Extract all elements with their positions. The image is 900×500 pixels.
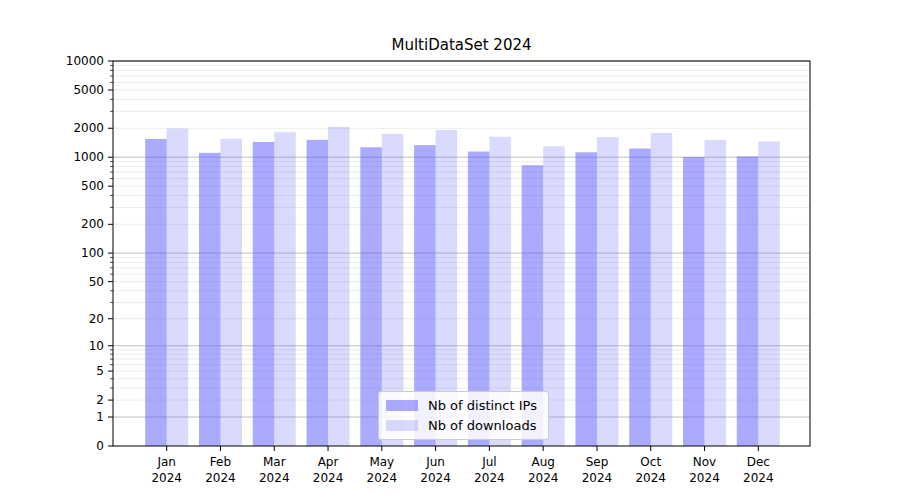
bar-downloads-feb (220, 139, 242, 446)
y-tick-label: 5000 (73, 83, 104, 97)
y-tick-label: 0 (96, 439, 104, 453)
legend-entry-distinct-ips: Nb of distinct IPs (386, 397, 537, 414)
x-tick-label-month: Oct (640, 455, 661, 469)
x-tick-label-month: Mar (263, 455, 286, 469)
x-tick-label-month: Jul (481, 455, 496, 469)
x-tick-label-year: 2024 (313, 471, 344, 485)
y-tick-label: 2 (96, 393, 104, 407)
bar-downloads-mar (274, 132, 296, 446)
bar-downloads-apr (328, 127, 350, 446)
y-tick-label: 100 (81, 246, 104, 260)
bar-distinct-ips-oct (629, 149, 651, 446)
x-tick-label-year: 2024 (582, 471, 613, 485)
legend: Nb of distinct IPs Nb of downloads (378, 391, 549, 440)
y-tick-label: 20 (89, 312, 104, 326)
bar-distinct-ips-sep (575, 152, 597, 446)
y-tick-label: 5 (96, 364, 104, 378)
x-tick-label-year: 2024 (367, 471, 398, 485)
x-tick-label-year: 2024 (528, 471, 559, 485)
x-tick-label-year: 2024 (635, 471, 666, 485)
x-tick-label-month: Apr (318, 455, 339, 469)
bar-distinct-ips-apr (307, 140, 329, 446)
bar-distinct-ips-mar (253, 142, 275, 446)
x-tick-label-month: Feb (210, 455, 231, 469)
y-tick-label: 2000 (73, 121, 104, 135)
y-tick-label: 1 (96, 410, 104, 424)
x-tick-label-year: 2024 (474, 471, 505, 485)
x-tick-label-month: Dec (747, 455, 770, 469)
bar-distinct-ips-feb (199, 153, 221, 446)
x-tick-label-month: Sep (586, 455, 609, 469)
legend-swatch-downloads (386, 420, 418, 431)
x-tick-label-month: Aug (531, 455, 554, 469)
bar-distinct-ips-dec (737, 156, 759, 446)
x-tick-label-month: Nov (693, 455, 716, 469)
x-tick-label-year: 2024 (205, 471, 236, 485)
bar-downloads-sep (597, 137, 619, 446)
legend-label-downloads: Nb of downloads (428, 417, 536, 434)
legend-swatch-distinct-ips (386, 400, 418, 411)
bar-downloads-jan (167, 129, 189, 446)
y-tick-label: 500 (81, 179, 104, 193)
legend-entry-downloads: Nb of downloads (386, 417, 537, 434)
x-tick-label-year: 2024 (689, 471, 720, 485)
y-tick-label: 200 (81, 217, 104, 231)
bar-distinct-ips-jan (145, 139, 167, 446)
bar-downloads-oct (651, 133, 673, 446)
legend-label-distinct-ips: Nb of distinct IPs (428, 397, 537, 414)
x-tick-label-month: May (369, 455, 394, 469)
y-tick-label: 10000 (66, 54, 104, 68)
y-tick-label: 1000 (73, 150, 104, 164)
x-tick-label-year: 2024 (151, 471, 182, 485)
bar-distinct-ips-nov (683, 157, 705, 446)
chart-figure: MultiDataSet 2024 0125102050100200500100… (0, 0, 900, 500)
x-tick-label-month: Jan (156, 455, 176, 469)
bar-downloads-dec (758, 141, 780, 446)
x-tick-label-year: 2024 (259, 471, 290, 485)
x-tick-label-year: 2024 (420, 471, 451, 485)
y-tick-label: 50 (89, 275, 104, 289)
bar-downloads-nov (705, 140, 727, 446)
x-tick-label-year: 2024 (743, 471, 774, 485)
y-tick-label: 10 (89, 339, 104, 353)
x-tick-label-month: Jun (425, 455, 445, 469)
